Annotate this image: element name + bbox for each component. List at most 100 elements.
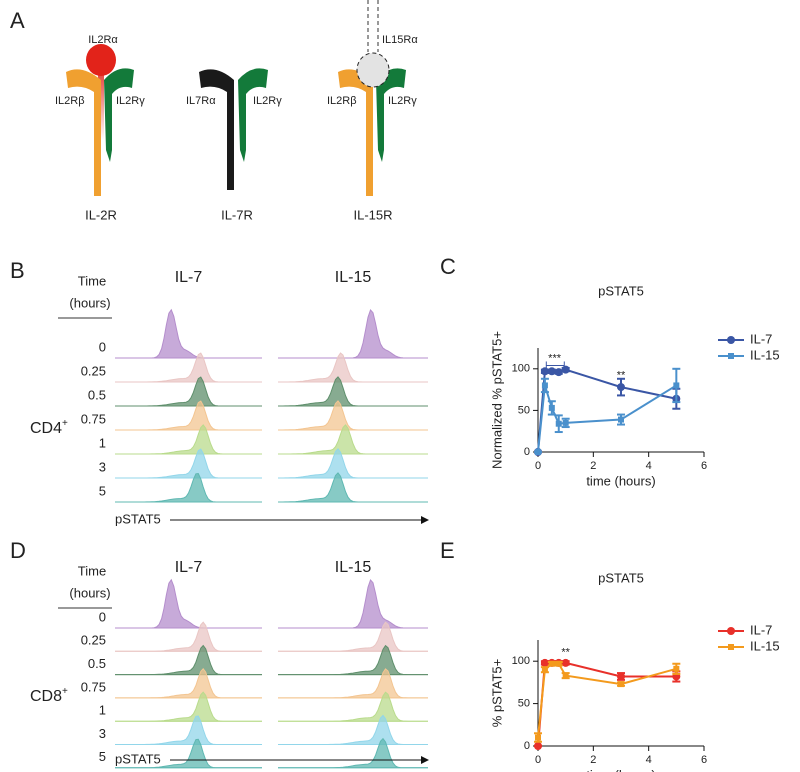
panel-label: C [440, 254, 456, 279]
cell-superscript: + [62, 686, 68, 697]
y-axis-label: % pSTAT5+ [489, 659, 504, 728]
x-tick-label: 0 [535, 460, 541, 472]
point [554, 368, 563, 377]
time-unit: (hours) [69, 295, 110, 310]
time-label: 0.5 [88, 656, 106, 671]
time-label: 0 [99, 609, 106, 624]
point [548, 660, 555, 667]
point [540, 367, 549, 376]
x-axis-label: pSTAT5 [115, 511, 161, 526]
y-axis-label: Normalized % pSTAT5+ [489, 331, 504, 469]
time-label: 1 [99, 435, 106, 450]
x-tick-label: 4 [646, 460, 652, 472]
chart-title: pSTAT5 [598, 570, 644, 585]
point [535, 734, 541, 741]
point [562, 419, 569, 426]
panel-label: A [10, 8, 25, 33]
cell-name: CD4 [30, 420, 62, 437]
legend-label: IL-7 [750, 622, 772, 637]
column-title: IL-15 [335, 269, 372, 286]
x-tick-label: 4 [646, 754, 652, 766]
legend-marker [728, 353, 734, 359]
chain-label: IL15Rα [382, 34, 418, 46]
y-tick-label: 100 [512, 655, 530, 667]
point [673, 665, 680, 672]
time-label: 3 [99, 459, 106, 474]
point [562, 672, 569, 679]
time-label: 0 [99, 339, 106, 354]
histogram-curve [278, 309, 428, 359]
receptor-il2r: IL2Rα IL2Rβ IL2Rγ IL-2R [55, 34, 145, 223]
time-header: Time [78, 563, 106, 578]
point [548, 404, 555, 411]
y-tick-label: 0 [524, 446, 530, 458]
point [617, 672, 625, 681]
significance: ** [617, 369, 626, 381]
column-title: IL-7 [175, 269, 203, 286]
legend-marker [728, 644, 734, 650]
x-tick-label: 2 [590, 460, 596, 472]
histogram-curve [278, 352, 428, 383]
x-tick-label: 0 [535, 754, 541, 766]
receptor-il7r: IL7Rα IL2Rγ IL-7R [186, 68, 282, 222]
cell-name: CD8 [30, 688, 62, 705]
point [561, 365, 570, 374]
y-tick-label: 0 [524, 740, 530, 752]
series-line [537, 368, 677, 453]
dynamic-layer: Time(hours)IL-7 IL-15CD4+00.250.50.75135p… [30, 269, 780, 772]
histogram-curve [115, 578, 262, 629]
panel-label: D [10, 538, 26, 563]
chain-label: IL7Rα [186, 95, 216, 107]
x-tick-label: 2 [590, 754, 596, 766]
legend-label: IL-7 [750, 331, 772, 346]
y-tick-label: 100 [512, 363, 530, 375]
significance: *** [548, 353, 562, 365]
x-axis-label: time (hours) [586, 767, 655, 772]
point [535, 449, 541, 455]
time-label: 0.25 [81, 633, 106, 648]
point [561, 658, 570, 667]
time-label: 0.25 [81, 363, 106, 378]
point [541, 382, 548, 389]
x-tick-label: 6 [701, 754, 707, 766]
point [541, 666, 548, 673]
point [618, 681, 624, 688]
panel-label: B [10, 258, 25, 283]
cell-type: CD8+ [30, 686, 68, 706]
time-label: 3 [99, 726, 106, 741]
column-title: IL-7 [175, 559, 203, 576]
chain-label: IL2Rβ [327, 95, 357, 107]
series-line [537, 662, 677, 738]
receptor-name: IL-7R [221, 207, 253, 222]
time-label: 0.75 [81, 411, 106, 426]
y-tick-label: 50 [518, 698, 530, 710]
time-header: Time [78, 273, 106, 288]
legend-marker [727, 627, 735, 635]
column-title: IL-15 [335, 559, 372, 576]
time-label: 5 [99, 749, 106, 764]
time-label: 0.5 [88, 387, 106, 402]
time-unit: (hours) [69, 585, 110, 600]
y-tick-label: 50 [518, 404, 530, 416]
chain-label: IL2Rγ [388, 95, 417, 107]
cell-superscript: + [62, 418, 68, 429]
receptor-name: IL-15R [353, 207, 392, 222]
point [673, 382, 680, 389]
x-tick-label: 6 [701, 460, 707, 472]
legend-label: IL-15 [750, 347, 780, 362]
legend-label: IL-15 [750, 638, 780, 653]
point [617, 383, 625, 392]
point [555, 420, 562, 427]
cell-type: CD4+ [30, 418, 68, 438]
receptor-name: IL-2R [85, 207, 117, 222]
histogram-curve [278, 621, 428, 652]
point [534, 742, 542, 750]
time-label: 5 [99, 483, 106, 498]
histogram-curve [115, 308, 262, 359]
panel-label: E [440, 538, 455, 563]
x-axis-label: time (hours) [586, 473, 655, 488]
point [547, 367, 556, 376]
histogram-curve [278, 579, 428, 629]
chain-label: IL2Rβ [55, 95, 85, 107]
